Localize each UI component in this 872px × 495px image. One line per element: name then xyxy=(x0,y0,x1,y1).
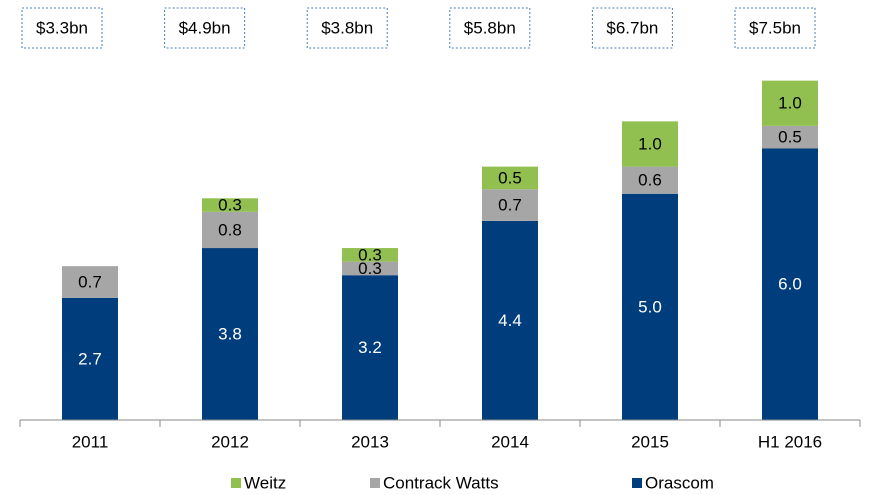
bar-segment xyxy=(202,211,258,249)
value-label: 0.3 xyxy=(218,196,242,215)
bar-segment xyxy=(342,261,398,276)
value-label: 3.2 xyxy=(358,338,382,357)
total-label: $3.3bn xyxy=(36,18,88,37)
bar-segment xyxy=(62,297,118,420)
bar-segment xyxy=(482,166,538,190)
x-tick-label: 2012 xyxy=(211,432,249,451)
value-label: 1.0 xyxy=(638,134,662,153)
bar-segment xyxy=(762,148,818,420)
x-tick-label: 2011 xyxy=(72,432,109,451)
total-label: $4.9bn xyxy=(179,18,231,37)
total-label: $5.8bn xyxy=(464,18,516,37)
bar-segment xyxy=(622,193,678,420)
value-label: 0.8 xyxy=(218,220,242,239)
value-label: 5.0 xyxy=(638,297,662,316)
total-box xyxy=(734,7,816,49)
bar-segment xyxy=(762,80,818,126)
legend-swatch xyxy=(231,478,241,488)
bar-segment xyxy=(62,266,118,298)
x-tick-label: 2015 xyxy=(631,432,669,451)
value-label: 0.3 xyxy=(358,259,382,278)
value-label: 0.5 xyxy=(498,168,522,187)
total-label: $3.8bn xyxy=(321,18,373,37)
value-label: 1.0 xyxy=(778,94,802,113)
value-label: 6.0 xyxy=(778,275,802,294)
value-label: 0.7 xyxy=(78,272,102,291)
value-label: 4.4 xyxy=(498,311,522,330)
legend-swatch xyxy=(632,478,642,488)
total-box xyxy=(306,7,388,49)
value-label: 0.7 xyxy=(498,196,522,215)
bar-segment xyxy=(202,248,258,420)
total-box xyxy=(449,7,531,49)
total-label: $6.7bn xyxy=(606,18,658,37)
bar-segment xyxy=(762,125,818,149)
legend-swatch xyxy=(370,478,380,488)
value-label: 0.3 xyxy=(358,245,382,264)
total-box xyxy=(21,7,103,49)
value-label: 2.7 xyxy=(78,349,102,368)
legend-label: Contrack Watts xyxy=(383,473,499,492)
bar-segment xyxy=(482,189,538,221)
bar-segment xyxy=(342,248,398,262)
x-tick-label: H1 2016 xyxy=(758,432,822,451)
legend-label: Weitz xyxy=(244,473,286,492)
bar-segment xyxy=(622,166,678,194)
bar-segment xyxy=(482,220,538,420)
x-tick-label: 2013 xyxy=(351,432,389,451)
value-label: 0.5 xyxy=(778,128,802,147)
value-label: 3.8 xyxy=(218,325,242,344)
x-tick-label: 2014 xyxy=(491,432,529,451)
total-box xyxy=(164,7,246,49)
legend-label: Orascom xyxy=(645,473,714,492)
bar-segment xyxy=(342,275,398,420)
bar-segment xyxy=(202,198,258,212)
total-label: $7.5bn xyxy=(749,18,801,37)
bar-segment xyxy=(622,121,678,167)
value-label: 0.6 xyxy=(638,171,662,190)
total-box xyxy=(591,7,673,49)
